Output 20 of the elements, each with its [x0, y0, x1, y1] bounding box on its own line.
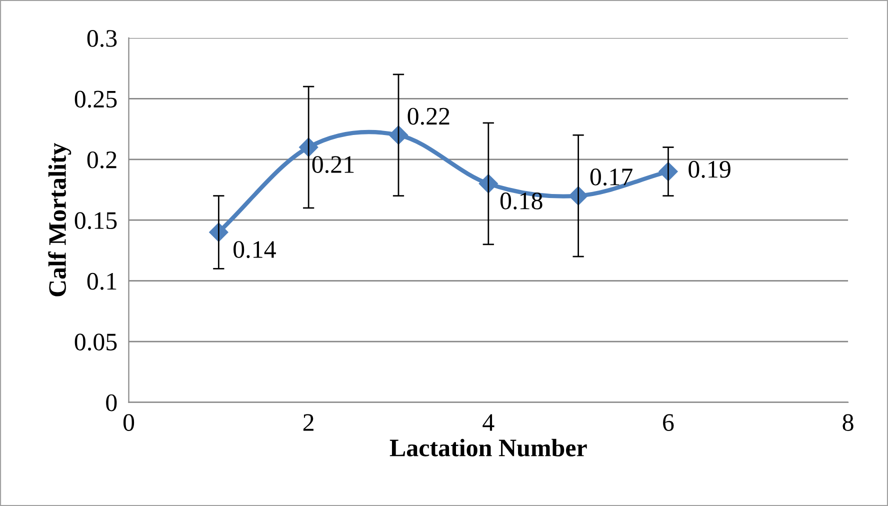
- x-tick-label: 2: [303, 414, 314, 431]
- x-tick-label: 4: [482, 414, 494, 431]
- x-tick-label: 0: [123, 414, 134, 431]
- y-axis-title: Calf Mortality: [48, 142, 72, 296]
- data-label: 0.22: [408, 108, 450, 125]
- data-label: 0.18: [500, 192, 542, 210]
- data-label: 0.21: [312, 156, 354, 174]
- x-axis-title: Lactation Number: [390, 438, 587, 456]
- y-tick-label: 0.2: [87, 151, 116, 168]
- y-tick-label: 0.25: [74, 90, 117, 108]
- y-tick-label: 0.05: [74, 334, 117, 351]
- y-tick-label: 0.3: [87, 30, 117, 47]
- y-tick-label: 0.1: [87, 272, 116, 290]
- data-label: 0.17: [590, 168, 632, 186]
- x-tick-label: 8: [842, 414, 854, 431]
- y-tick-label: 0.15: [74, 212, 117, 230]
- data-label: 0.19: [688, 160, 730, 178]
- y-tick-label: 0: [106, 394, 117, 412]
- data-label: 0.14: [234, 241, 276, 258]
- x-tick-label: 6: [663, 414, 674, 431]
